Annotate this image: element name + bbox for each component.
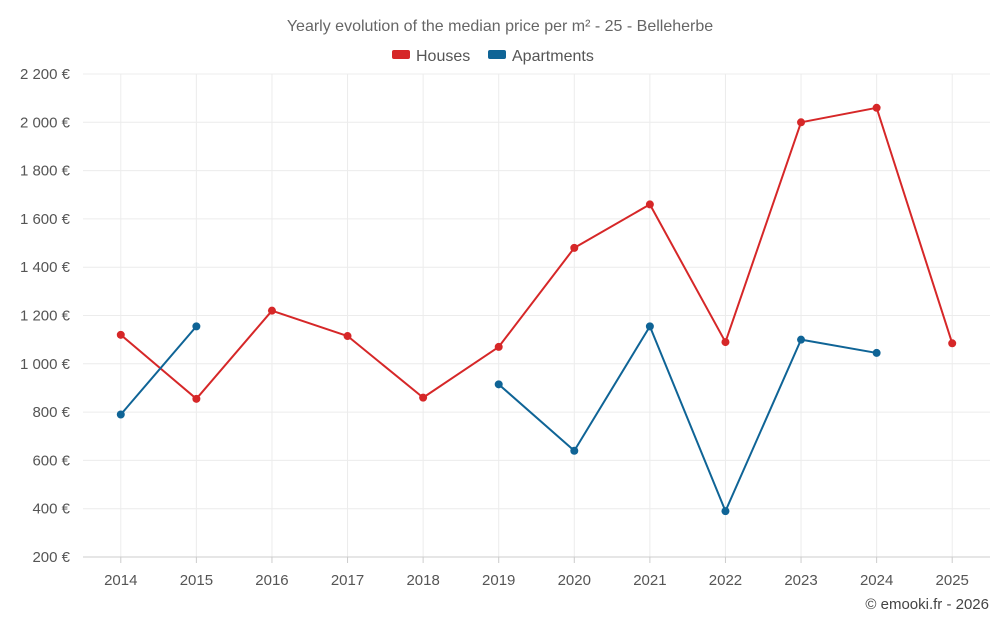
data-point-apartments-2022[interactable] [721, 507, 730, 516]
data-point-houses-2019[interactable] [494, 342, 503, 351]
x-tick-label: 2018 [406, 572, 439, 589]
data-point-houses-2018[interactable] [419, 393, 428, 402]
legend: Houses Apartments [392, 48, 594, 65]
series-line-segment-houses [573, 203, 651, 249]
x-tick-label: 2020 [558, 572, 591, 589]
legend-item-houses[interactable]: Houses [392, 48, 470, 65]
y-tick-label: 2 200 € [20, 66, 71, 83]
series-line-segment-apartments [800, 338, 878, 354]
y-tick-label: 600 € [32, 452, 70, 469]
series-line-segment-houses [119, 333, 198, 400]
legend-label-houses: Houses [416, 48, 470, 65]
x-tick-label: 2021 [633, 572, 666, 589]
data-point-apartments-2024[interactable] [872, 348, 881, 357]
data-point-houses-2022[interactable] [721, 338, 730, 347]
data-point-houses-2014[interactable] [116, 330, 125, 339]
y-tick-label: 1 800 € [20, 163, 71, 180]
series [116, 103, 957, 516]
data-point-apartments-2014[interactable] [116, 410, 125, 419]
x-tick-label: 2025 [936, 572, 969, 589]
data-point-houses-2016[interactable] [267, 306, 276, 315]
data-point-houses-2020[interactable] [570, 243, 579, 252]
x-tick-label: 2015 [180, 572, 213, 589]
chart-title: Yearly evolution of the median price per… [287, 18, 713, 35]
data-point-houses-2023[interactable] [797, 118, 806, 127]
y-tick-label: 1 200 € [20, 308, 71, 325]
data-point-apartments-2021[interactable] [645, 322, 654, 331]
data-point-houses-2017[interactable] [343, 332, 352, 341]
x-tick-label: 2016 [255, 572, 288, 589]
data-point-apartments-2023[interactable] [797, 335, 806, 344]
y-tick-label: 400 € [32, 501, 70, 518]
data-point-houses-2024[interactable] [872, 103, 881, 112]
series-line-segment-houses [195, 309, 273, 400]
data-point-apartments-2019[interactable] [494, 380, 503, 389]
x-tick-label: 2022 [709, 572, 742, 589]
grid [83, 73, 990, 557]
y-tick-label: 200 € [32, 549, 70, 566]
series-line-segment-apartments [573, 325, 651, 452]
x-tick-label: 2014 [104, 572, 137, 589]
copyright-footer: © emooki.fr - 2026 [865, 596, 989, 613]
x-tick-label: 2019 [482, 572, 515, 589]
y-tick-label: 800 € [32, 404, 70, 421]
x-tick-label: 2024 [860, 572, 893, 589]
series-line-segment-houses [875, 106, 954, 345]
series-line-segment-apartments [648, 325, 727, 513]
data-point-apartments-2015[interactable] [192, 322, 201, 331]
x-tick-label: 2023 [784, 572, 817, 589]
y-tick-label: 1 400 € [20, 259, 71, 276]
series-line-segment-houses [800, 106, 878, 124]
data-point-houses-2015[interactable] [192, 394, 201, 403]
legend-label-apartments: Apartments [512, 48, 594, 65]
data-point-houses-2025[interactable] [948, 339, 957, 348]
series-line-segment-houses [346, 335, 425, 399]
data-point-apartments-2020[interactable] [570, 446, 579, 455]
legend-swatch-houses [392, 50, 410, 59]
legend-swatch-apartments [488, 50, 506, 59]
series-line-segment-houses [422, 345, 500, 399]
y-tick-label: 2 000 € [20, 114, 71, 131]
series-line-segment-apartments [119, 325, 198, 416]
data-point-houses-2021[interactable] [645, 200, 654, 209]
legend-item-apartments[interactable]: Apartments [488, 48, 594, 65]
series-line-segment-houses [724, 121, 803, 344]
y-tick-label: 1 000 € [20, 356, 71, 373]
x-tick-label: 2017 [331, 572, 364, 589]
series-line-segment-apartments [497, 383, 576, 452]
series-line-segment-houses [497, 246, 576, 348]
series-houses [116, 103, 957, 403]
axes: 200 € 400 € 600 € 800 € 1 000 € 1 200 € 1 400 … [20, 66, 990, 589]
y-tick-label: 1 600 € [20, 211, 71, 228]
series-line-segment-apartments [724, 338, 803, 513]
series-line-segment-houses [270, 309, 349, 338]
series-apartments [116, 322, 881, 516]
series-line-segment-houses [648, 203, 727, 344]
